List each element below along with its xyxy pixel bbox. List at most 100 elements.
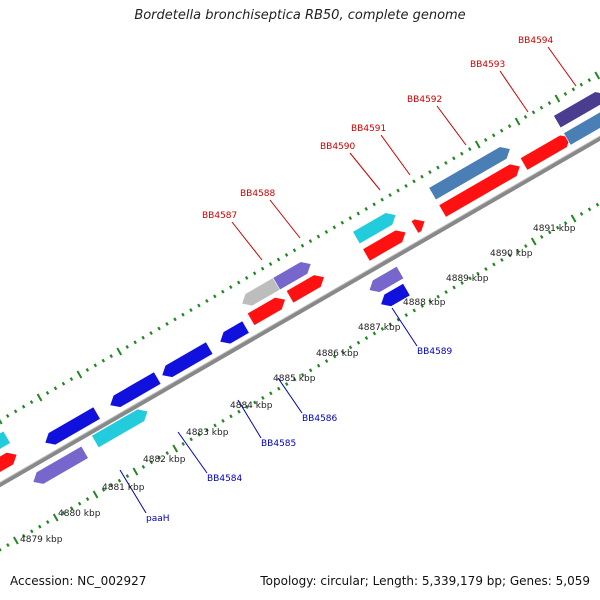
lower-tick <box>38 524 42 529</box>
upper-tick <box>5 413 10 418</box>
gene-arrow-21 <box>563 111 600 146</box>
upper-tick <box>380 197 384 202</box>
forward-gene-label: BB4593 <box>470 60 505 70</box>
label-leader <box>380 134 411 176</box>
lower-tick <box>587 207 592 212</box>
lower-tick <box>444 290 448 295</box>
lower-tick <box>428 299 432 304</box>
lower-tick <box>508 253 512 258</box>
gene-arrow-18 <box>438 163 521 218</box>
genome-info-text: Topology: circular; Length: 5,339,179 bp… <box>260 574 590 588</box>
lower-tick <box>484 267 488 272</box>
upper-tick <box>547 101 552 106</box>
gene-arrow-13 <box>368 265 405 293</box>
map-title: Bordetella bronchiseptica RB50, complete… <box>134 8 466 23</box>
lower-tick <box>117 478 122 483</box>
lower-tick <box>292 377 297 382</box>
lower-tick <box>77 501 82 506</box>
gene-arrow-6 <box>109 371 162 408</box>
upper-tick <box>292 248 297 253</box>
lower-tick <box>595 202 600 207</box>
lower-tick <box>132 467 139 476</box>
upper-tick <box>579 82 584 87</box>
lower-tick <box>364 336 369 341</box>
upper-tick <box>356 211 360 216</box>
upper-tick <box>93 363 98 368</box>
upper-tick <box>499 128 504 133</box>
upper-tick <box>29 400 34 405</box>
upper-tick <box>436 165 440 170</box>
upper-tick <box>236 280 241 285</box>
lower-tick <box>324 359 329 364</box>
upper-tick <box>244 275 249 280</box>
lower-tick <box>61 510 66 515</box>
lower-tick <box>92 490 99 499</box>
lower-tick <box>6 543 10 548</box>
lower-tick <box>388 322 393 327</box>
upper-tick <box>340 220 345 225</box>
upper-tick <box>229 285 233 290</box>
lower-tick <box>22 533 26 538</box>
upper-tick <box>133 340 137 345</box>
upper-tick <box>53 386 58 391</box>
upper-tick <box>324 229 329 234</box>
label-leader-reverse <box>277 377 303 414</box>
upper-tick <box>276 257 281 262</box>
gene-arrow-4 <box>44 406 101 446</box>
forward-gene-label: BB4594 <box>518 36 554 46</box>
forward-gene-label: BB4590 <box>320 142 356 152</box>
upper-tick <box>165 321 169 326</box>
lower-tick <box>468 276 472 281</box>
upper-tick <box>300 243 305 248</box>
lower-tick <box>253 400 257 405</box>
upper-tick <box>594 71 600 80</box>
forward-gene-label: BB4587 <box>202 211 237 221</box>
forward-gene-label: BB4592 <box>407 95 442 105</box>
upper-tick <box>364 206 368 211</box>
lower-tick <box>85 497 90 502</box>
upper-tick <box>491 133 496 138</box>
upper-tick <box>0 419 3 425</box>
forward-gene-label: BB4588 <box>240 189 276 199</box>
lower-tick <box>516 248 520 253</box>
lower-tick <box>245 405 249 410</box>
upper-tick <box>514 117 521 126</box>
upper-tick <box>460 151 464 156</box>
upper-tick <box>474 140 481 149</box>
upper-tick <box>388 193 392 198</box>
lower-tick <box>316 363 321 368</box>
upper-tick <box>507 124 512 129</box>
upper-tick <box>372 202 376 207</box>
scale-label: 4880 kbp <box>58 509 101 519</box>
scale-label: 4879 kbp <box>20 535 63 545</box>
forward-gene-label: BB4591 <box>351 124 386 134</box>
scale-label: 4889 kbp <box>446 274 489 284</box>
lower-tick <box>380 326 385 331</box>
lower-tick <box>172 444 179 453</box>
lower-tick <box>547 230 552 235</box>
scale-label: 4888 kbp <box>403 298 446 308</box>
upper-tick <box>348 216 353 221</box>
lower-tick <box>404 313 409 318</box>
gene-arrow-10 <box>246 297 286 326</box>
lower-tick <box>412 308 416 313</box>
upper-tick <box>284 252 289 257</box>
upper-tick <box>149 331 153 336</box>
lower-tick <box>0 547 2 552</box>
gene-arrow-11 <box>272 261 312 291</box>
gene-arrow-12 <box>285 274 325 304</box>
gene-arrow-22 <box>553 91 600 129</box>
upper-tick <box>316 234 321 239</box>
reverse-gene-label: BB4586 <box>302 414 338 424</box>
label-leader <box>269 199 301 239</box>
upper-tick <box>221 289 225 294</box>
lower-tick <box>69 506 74 511</box>
lower-tick <box>13 536 19 545</box>
gene-arrow-3 <box>32 445 89 485</box>
lower-tick <box>30 529 34 534</box>
reverse-gene-label: paaH <box>146 514 170 524</box>
lower-tick <box>530 237 537 246</box>
lower-tick <box>101 487 106 492</box>
label-leader <box>231 221 263 261</box>
upper-tick <box>189 308 193 313</box>
